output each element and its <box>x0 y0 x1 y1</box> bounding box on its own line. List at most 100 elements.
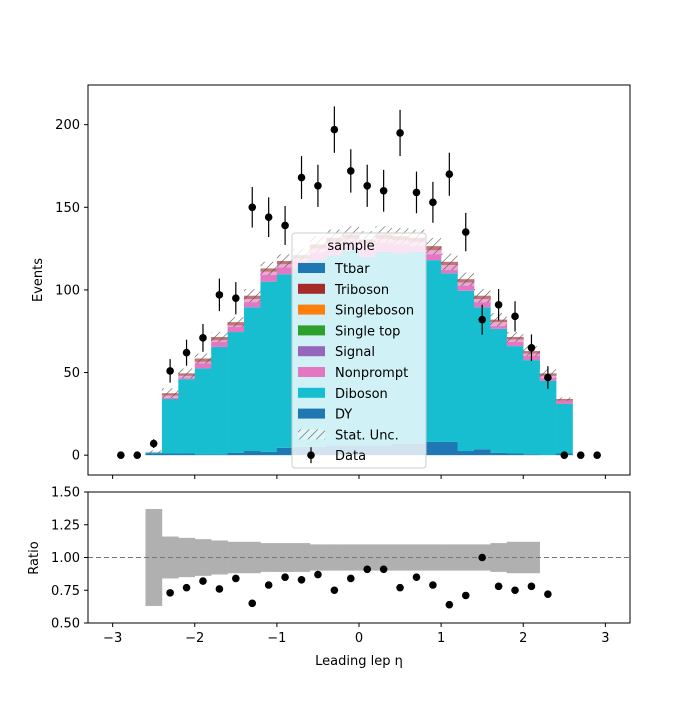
x-tick-label: −3 <box>103 631 122 646</box>
legend-swatch-stat-unc <box>298 429 325 440</box>
legend-label: Data <box>335 449 366 464</box>
data-point <box>117 451 125 459</box>
ratio-y-axis: 0.50 0.75 1.00 1.25 1.50 <box>51 486 88 632</box>
bar-nonprompt <box>506 339 524 347</box>
bar-dy <box>523 454 540 456</box>
bar-nonprompt <box>227 325 245 333</box>
ratio-band-bin <box>326 544 343 571</box>
bar-diboson <box>490 328 508 453</box>
ratio-point <box>511 586 519 595</box>
bar-dy <box>490 452 508 456</box>
legend-swatch-nonprompt <box>298 367 325 377</box>
bar-dy <box>506 453 524 456</box>
ratio-x-axis: −3 −2 −1 0 1 2 3 <box>103 623 610 646</box>
stat-unc-bin <box>506 332 524 342</box>
ratio-band-bin <box>309 544 327 571</box>
ratio-point <box>264 581 273 589</box>
main-y-label: Events <box>31 258 46 302</box>
legend-label: Singleboson <box>335 304 414 319</box>
data-point <box>330 125 339 134</box>
bar-diboson <box>194 368 212 455</box>
bar-diboson <box>227 332 245 453</box>
ratio-band-bin <box>359 544 376 571</box>
data-point <box>478 315 486 324</box>
ratio-band-bin <box>276 543 294 572</box>
legend-swatch-diboson <box>298 387 325 398</box>
ratio-point <box>232 574 240 583</box>
bar-diboson <box>506 346 524 454</box>
bar-diboson <box>539 380 557 456</box>
data-point <box>576 451 585 459</box>
data-point <box>232 294 240 302</box>
data-point <box>527 343 536 352</box>
legend-swatch-dy <box>298 408 325 419</box>
main-y-axis: 0 50 100 150 200 <box>55 118 88 464</box>
ratio-y-label: Ratio <box>27 541 42 574</box>
ratio-unc-band <box>145 509 540 606</box>
data-point <box>593 451 601 459</box>
stat-unc-bin <box>260 261 277 276</box>
data-point <box>248 203 257 212</box>
ratio-plot-area: 0.50 0.75 1.00 1.25 1.50 −3 −2 −1 0 1 2 3 Ratio Le… <box>27 486 631 669</box>
data-point <box>396 129 404 137</box>
y-tick-label: 0 <box>72 449 80 464</box>
bar-diboson <box>211 346 228 455</box>
ratio-y-tick-label: 1.00 <box>51 551 80 566</box>
y-tick-label: 150 <box>55 201 80 216</box>
ratio-y-tick-label: 0.75 <box>51 584 80 599</box>
bar-diboson <box>556 403 573 454</box>
legend-swatch-triboson <box>298 283 325 294</box>
main-x-axis <box>112 475 606 479</box>
data-point <box>297 173 306 182</box>
legend: sample Ttbar Triboson Singleboson Single top… <box>291 232 427 469</box>
bar-nonprompt <box>194 361 212 369</box>
bar-nonprompt <box>424 250 442 261</box>
bar-dy <box>276 447 294 456</box>
ratio-point <box>297 575 306 584</box>
bar-dy <box>457 451 475 456</box>
bar-diboson <box>441 273 458 442</box>
bar-diboson <box>178 379 196 454</box>
bar-dy <box>161 453 179 456</box>
stat-unc-bin <box>441 253 458 271</box>
bar-dy <box>244 451 261 456</box>
legend-swatch-single-top <box>298 325 325 336</box>
ratio-point <box>396 583 404 592</box>
legend-label: Signal <box>335 345 375 360</box>
bar-nonprompt <box>244 299 261 308</box>
ratio-point <box>445 600 454 609</box>
legend-label: Single top <box>335 324 400 339</box>
x-tick-label: 1 <box>437 631 445 646</box>
legend-swatch-signal <box>298 346 325 357</box>
data-point <box>379 186 388 195</box>
ratio-y-tick-label: 0.50 <box>51 617 80 632</box>
bar-nonprompt <box>457 282 475 291</box>
data-point <box>363 182 372 190</box>
legend-label: Stat. Unc. <box>335 428 399 443</box>
stat-unc-bin <box>276 254 294 268</box>
ratio-point <box>461 591 470 600</box>
x-tick-label: −1 <box>267 631 286 646</box>
bar-dy <box>441 441 458 456</box>
ratio-point <box>248 599 257 608</box>
legend-box <box>291 232 427 469</box>
bar-diboson <box>244 307 261 452</box>
ratio-point <box>363 565 372 574</box>
bar-diboson <box>276 274 294 448</box>
bar-diboson <box>473 307 491 450</box>
ratio-band-bin <box>375 544 393 571</box>
bar-nonprompt <box>556 400 573 404</box>
data-point <box>429 198 437 207</box>
ratio-point <box>379 565 388 574</box>
bar-diboson <box>424 260 442 442</box>
legend-title: sample <box>327 239 374 254</box>
bar-nonprompt <box>473 299 491 308</box>
bar-nonprompt <box>260 271 278 282</box>
ratio-point <box>478 553 486 562</box>
y-tick-label: 200 <box>55 118 80 133</box>
x-tick-label: −2 <box>185 631 204 646</box>
data-point <box>511 312 519 321</box>
data-point <box>560 451 569 459</box>
stat-unc-bin <box>194 353 212 364</box>
